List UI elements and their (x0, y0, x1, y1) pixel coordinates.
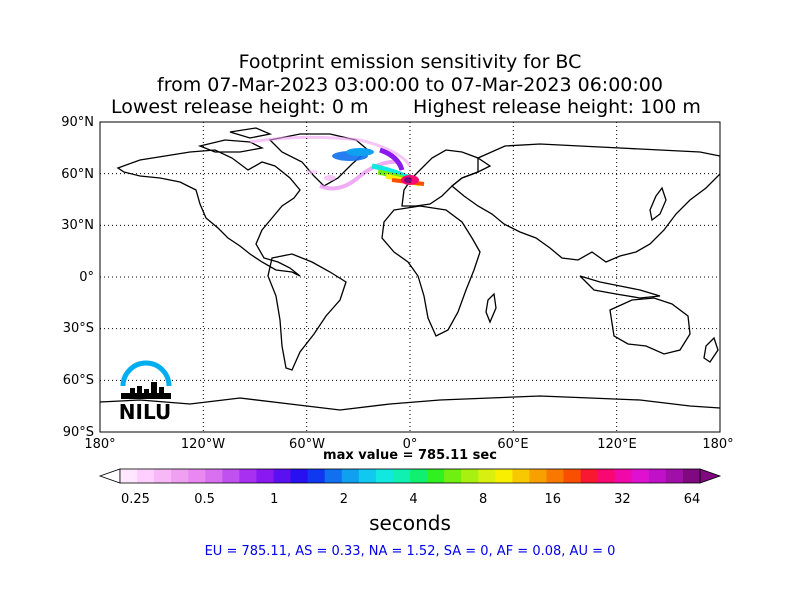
madagascar-outline (485, 292, 497, 324)
colorbar-segment (665, 469, 684, 483)
colorbar-min-extend (98, 468, 121, 484)
colorbar-segment (273, 469, 292, 483)
colorbar-segment (529, 469, 547, 483)
colorbar-segment (427, 469, 445, 483)
colorbar-segment (597, 469, 616, 483)
colorbar-segment (580, 469, 599, 483)
colorbar-segment (375, 469, 394, 483)
colorbar-segment (682, 469, 701, 483)
colorbar-segment (205, 469, 223, 483)
colorbar-segment (256, 469, 275, 483)
asia-outline (450, 143, 720, 263)
colorbar-segment (154, 469, 172, 483)
africa-outline (381, 205, 481, 337)
colorbar-segment (137, 469, 155, 483)
title-line-1: Footprint emission sensitivity for BC (238, 51, 582, 73)
australia-outline (609, 297, 691, 355)
colorbar-tick-label: 16 (544, 492, 562, 507)
lat-label: 30°S (63, 321, 94, 336)
lowest-release-height: Lowest release height: 0 m (111, 96, 369, 118)
colorbar-segment (546, 469, 565, 483)
new-zealand-outline (703, 336, 719, 363)
colorbar-segment (631, 469, 650, 483)
colorbar-segment (120, 469, 138, 483)
lon-label: 120°W (181, 437, 225, 452)
colorbar-segment (563, 469, 582, 483)
greenland-outline (268, 133, 370, 187)
colorbar-segment (410, 469, 428, 483)
colorbar-segment (478, 469, 496, 483)
lon-label: 180° (702, 437, 733, 452)
colorbar-segment (444, 469, 462, 483)
colorbar-tick-label: 0.5 (194, 492, 215, 507)
logo-skyline (121, 382, 171, 399)
colorbar-segment (239, 469, 257, 483)
lat-label: 90°S (63, 425, 94, 440)
colorbar-tick-label: 0.25 (121, 492, 150, 507)
lat-label: 60°N (61, 167, 94, 182)
lat-label: 60°S (63, 373, 94, 388)
logo-arc (120, 360, 172, 387)
japan-outline (649, 186, 667, 222)
north-america-outline (116, 149, 301, 277)
lon-label: 180° (84, 437, 115, 452)
colorbar-tick-label: 2 (339, 492, 349, 507)
colorbar-segment (307, 469, 326, 483)
lon-label: 60°W (289, 437, 325, 452)
colorbar-segment (188, 469, 206, 483)
colorbar-tick-label: 32 (614, 492, 631, 507)
lon-label: 60°E (497, 437, 528, 452)
colorbar-segment (358, 469, 377, 483)
lat-label: 90°N (61, 115, 94, 130)
colorbar-tick-label: 8 (478, 492, 488, 507)
colorbar-segment (324, 469, 343, 483)
colorbar-tick-label: 64 (683, 492, 701, 507)
colorbar-segment (512, 469, 530, 483)
colorbar-frame (119, 468, 701, 484)
indonesia-outline (579, 275, 661, 299)
colorbar-max-extend (699, 468, 722, 484)
map-frame (99, 121, 721, 433)
colorbar-segment (392, 469, 411, 483)
antarctica-outline (100, 395, 720, 411)
colorbar-segment (648, 469, 667, 483)
lon-label: 120°E (597, 437, 637, 452)
coastlines (100, 127, 720, 411)
colorbar-segment (461, 469, 479, 483)
colorbar-segment (495, 469, 513, 483)
title-line-2: from 07-Mar-2023 03:00:00 to 07-Mar-2023… (157, 74, 663, 96)
nilu-logo: NILU (119, 360, 172, 424)
map-area (100, 122, 720, 432)
max-value-label: max value = 785.11 sec (323, 448, 497, 463)
colorbar-segment (614, 469, 633, 483)
colorbar-tick-label: 4 (409, 492, 418, 507)
arctic-islands-outline (197, 127, 273, 153)
colorbar-segment (222, 469, 240, 483)
footprint-plume (249, 135, 425, 191)
lon-label: 0° (403, 437, 418, 452)
colorbar-units-label: seconds (369, 511, 451, 535)
longitude-labels: 180° 120°W 60°W 0° 60°E 120°E 180° (84, 437, 733, 452)
colorbar-segment (171, 469, 189, 483)
colorbar-segment (290, 469, 309, 483)
lat-label: 30°N (61, 218, 94, 233)
graticule (100, 122, 720, 432)
highest-release-height: Highest release height: 100 m (413, 96, 701, 118)
latitude-labels: 90°N 60°N 30°N 0° 30°S 60°S 90°S (61, 115, 94, 440)
lat-label: 0° (79, 270, 94, 285)
logo-text: NILU (119, 400, 171, 424)
colorbar-segment (341, 469, 360, 483)
colorbar (98, 468, 722, 484)
colorbar-tick-label: 1 (270, 492, 279, 507)
region-totals: EU = 785.11, AS = 0.33, NA = 1.52, SA = … (204, 544, 616, 559)
